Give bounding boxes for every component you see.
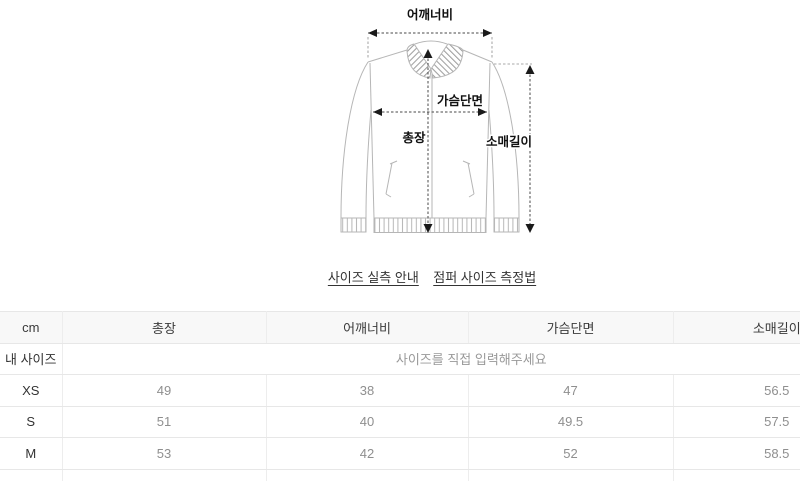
jacket-collar xyxy=(406,40,464,79)
my-size-input-cell[interactable]: 사이즈를 직접 입력해주세요 xyxy=(61,343,800,375)
column-header-sleeve-length: 소매길이 xyxy=(672,311,800,344)
xs-chest-width: 47 xyxy=(467,374,673,407)
right-cuff-ribbing xyxy=(493,217,520,233)
size-label-s: S xyxy=(0,406,62,438)
jacket-measurement-diagram: 어깨너비 가슴단면 총장 소매길이 xyxy=(340,6,535,233)
jumper-size-method-link[interactable]: 점퍼 사이즈 측정법 xyxy=(433,270,537,285)
sleeve-length-label: 소매길이 xyxy=(486,134,532,149)
size-label-xs: XS xyxy=(0,374,62,407)
m-total-length: 53 xyxy=(61,437,266,470)
chest-width-label: 가슴단면 xyxy=(437,93,483,108)
table-header-row: cm 총장 어깨너비 가슴단면 소매길이 xyxy=(0,311,800,344)
column-header-shoulder-width: 어깨너비 xyxy=(265,311,468,344)
table-row: M 53 42 52 58.5 xyxy=(0,437,800,470)
size-table-wrap: cm 총장 어깨너비 가슴단면 소매길이 내 사이즈 사이즈를 직접 입력해주세… xyxy=(0,311,800,481)
m-sleeve-length: 58.5 xyxy=(672,437,800,470)
shoulder-width-label: 어깨너비 xyxy=(407,7,453,22)
jacket-diagram-svg: 어깨너비 가슴단면 총장 소매길이 xyxy=(340,6,535,233)
total-length-label: 총장 xyxy=(402,130,426,145)
xs-total-length: 49 xyxy=(61,374,266,407)
measurement-arrows xyxy=(367,29,535,233)
my-size-row: 내 사이즈 사이즈를 직접 입력해주세요 xyxy=(0,343,800,375)
s-shoulder-width: 40 xyxy=(265,406,468,438)
s-total-length: 51 xyxy=(61,406,266,438)
column-header-chest-width: 가슴단면 xyxy=(467,311,673,344)
table-row: XS 49 38 47 56.5 xyxy=(0,374,800,407)
size-guide-links: 사이즈 실측 안내 점퍼 사이즈 측정법 xyxy=(0,267,800,287)
unit-header: cm xyxy=(0,311,62,344)
right-pocket xyxy=(462,160,475,198)
table-row-clipped xyxy=(0,469,800,481)
size-measurement-guide-link[interactable]: 사이즈 실측 안내 xyxy=(327,270,419,285)
xs-sleeve-length: 56.5 xyxy=(672,374,800,407)
size-table: cm 총장 어깨너비 가슴단면 소매길이 내 사이즈 사이즈를 직접 입력해주세… xyxy=(0,311,800,481)
column-header-total-length: 총장 xyxy=(61,311,266,344)
table-row: S 51 40 49.5 57.5 xyxy=(0,406,800,438)
left-pocket xyxy=(385,160,398,198)
jacket-outline xyxy=(340,49,520,233)
my-size-label: 내 사이즈 xyxy=(0,343,62,375)
m-chest-width: 52 xyxy=(467,437,673,470)
xs-shoulder-width: 38 xyxy=(265,374,468,407)
left-cuff-ribbing xyxy=(340,217,367,233)
m-shoulder-width: 42 xyxy=(265,437,468,470)
s-sleeve-length: 57.5 xyxy=(672,406,800,438)
s-chest-width: 49.5 xyxy=(467,406,673,438)
size-label-m: M xyxy=(0,437,62,470)
